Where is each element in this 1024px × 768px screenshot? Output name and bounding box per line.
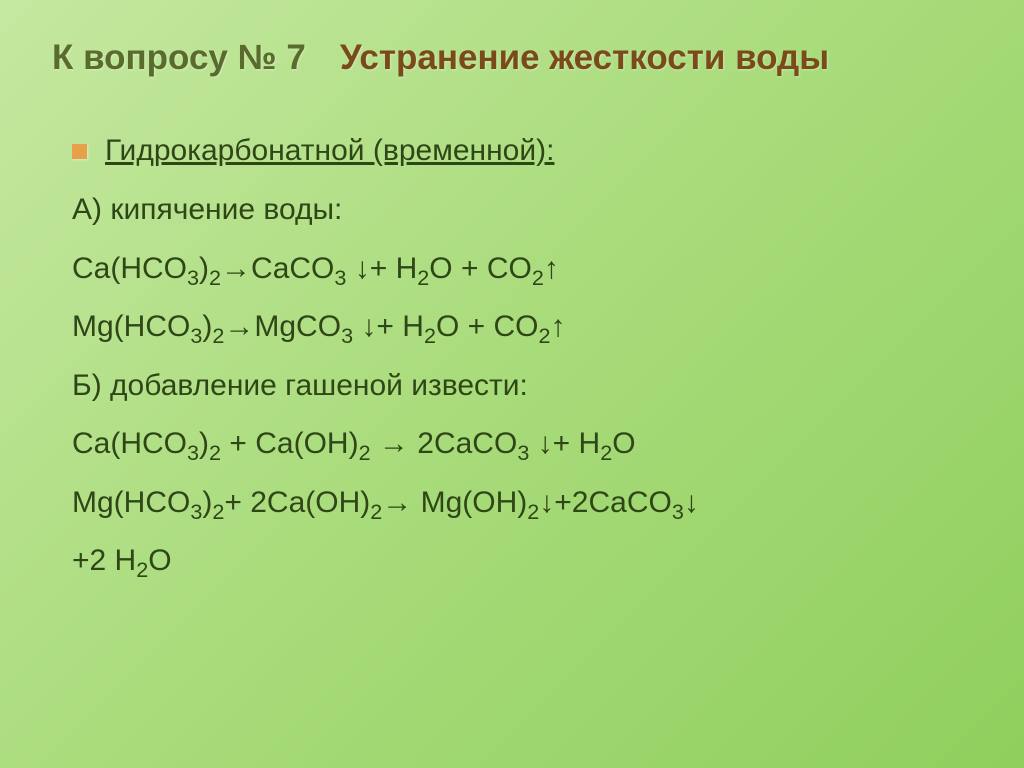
equation-b2-cont: +2 H2O — [72, 541, 972, 582]
equation-b2: Mg(HCO3)2+ 2Ca(OH)2→ Mg(OH)2↓+2CaCO3↓ — [72, 483, 972, 524]
equation-a1: Ca(HCO3)2→CaCO3 ↓+ H2O + CO2↑ — [72, 249, 972, 290]
slide-content: Гидрокарбонатной (временной): А) кипячен… — [52, 134, 972, 582]
title-right: Устранение жесткости воды — [340, 38, 829, 78]
slide-title-row: К вопросу № 7 Устранение жесткости воды — [52, 38, 972, 78]
title-left: К вопросу № 7 — [52, 38, 306, 78]
section-b-label: Б) добавление гашеной извести: — [72, 366, 972, 407]
equation-b1: Ca(HCO3)2 + Ca(OH)2 → 2CaCO3 ↓+ H2O — [72, 424, 972, 465]
equation-a2: Mg(HCO3)2→MgCO3 ↓+ H2O + CO2↑ — [72, 307, 972, 348]
section-a-label: А) кипячение воды: — [72, 190, 972, 231]
square-bullet-icon — [72, 144, 87, 159]
subheading-row: Гидрокарбонатной (временной): — [72, 134, 972, 168]
subheading: Гидрокарбонатной (временной): — [105, 134, 554, 168]
